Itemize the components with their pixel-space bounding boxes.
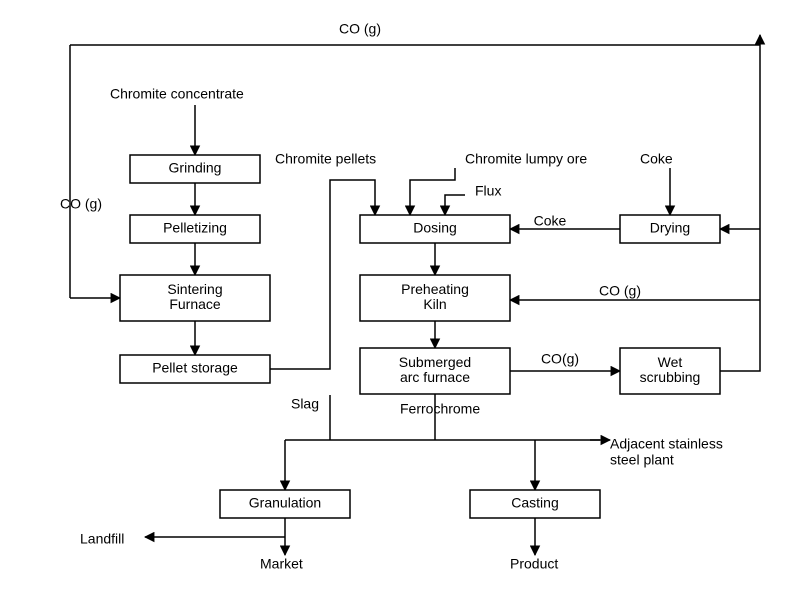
- node-wetscrub: Wetscrubbing: [620, 348, 720, 394]
- edge-e_wet_up: [720, 300, 760, 371]
- node-label-saf-0: Submerged: [399, 354, 471, 370]
- node-granulation: Granulation: [220, 490, 350, 518]
- node-label-pelletizing: Pelletizing: [163, 220, 227, 236]
- label-chromite_pel: Chromite pellets: [275, 151, 376, 167]
- node-label-sintering-1: Furnace: [169, 296, 221, 312]
- label-co_saf: CO(g): [541, 351, 579, 367]
- label-co_top: CO (g): [339, 21, 381, 37]
- label-chromite_conc: Chromite concentrate: [110, 86, 244, 102]
- label-ferrochrome: Ferrochrome: [400, 401, 480, 417]
- label-chromite_lmp: Chromite lumpy ore: [465, 151, 587, 167]
- node-label-granulation: Granulation: [249, 495, 321, 511]
- label-adj_plant-0: Adjacent stainless: [610, 436, 723, 452]
- label-product: Product: [510, 556, 558, 572]
- node-casting: Casting: [470, 490, 600, 518]
- label-co_left: CO (g): [60, 196, 102, 212]
- node-pelletstor: Pellet storage: [120, 355, 270, 383]
- label-landfill: Landfill: [80, 531, 124, 547]
- node-label-sintering-0: Sintering: [167, 281, 222, 297]
- edge-e_lumpy_dosing: [410, 168, 455, 215]
- node-label-pelletstor: Pellet storage: [152, 360, 238, 376]
- node-dosing: Dosing: [360, 215, 510, 243]
- node-label-saf-1: arc furnace: [400, 369, 470, 385]
- node-label-drying: Drying: [650, 220, 690, 236]
- label-co_preheat: CO (g): [599, 283, 641, 299]
- node-grinding: Grinding: [130, 155, 260, 183]
- label-flux: Flux: [475, 183, 501, 199]
- label-slag: Slag: [291, 396, 319, 412]
- label-coke_mid: Coke: [534, 213, 567, 229]
- node-label-casting: Casting: [511, 495, 558, 511]
- node-label-preheat-0: Preheating: [401, 281, 469, 297]
- node-label-wetscrub-0: Wet: [658, 354, 683, 370]
- node-label-wetscrub-1: scrubbing: [640, 369, 701, 385]
- node-pelletizing: Pelletizing: [130, 215, 260, 243]
- node-drying: Drying: [620, 215, 720, 243]
- node-label-dosing: Dosing: [413, 220, 457, 236]
- edge-e_flux_dosing: [445, 195, 465, 215]
- node-saf: Submergedarc furnace: [360, 348, 510, 394]
- node-label-preheat-1: Kiln: [423, 296, 446, 312]
- label-adj_plant-1: steel plant: [610, 452, 674, 468]
- node-preheat: PreheatingKiln: [360, 275, 510, 321]
- label-market: Market: [260, 556, 303, 572]
- label-coke_top: Coke: [640, 151, 673, 167]
- node-label-grinding: Grinding: [169, 160, 222, 176]
- node-sintering: SinteringFurnace: [120, 275, 270, 321]
